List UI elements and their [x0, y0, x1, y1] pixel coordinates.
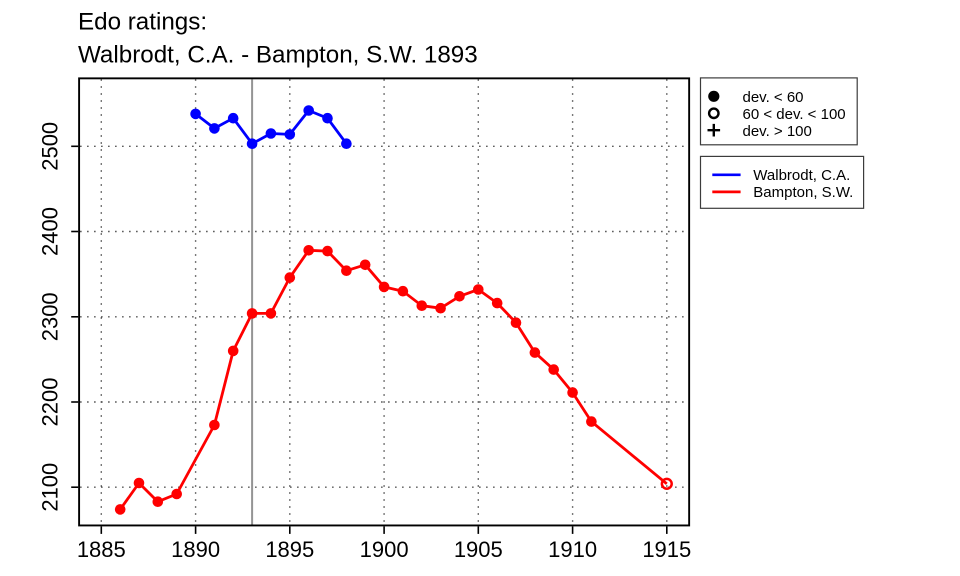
svg-text:1910: 1910	[548, 537, 597, 562]
svg-text:dev. > 100: dev. > 100	[743, 123, 812, 140]
svg-text:2300: 2300	[38, 292, 63, 341]
svg-text:1900: 1900	[360, 537, 409, 562]
svg-text:1885: 1885	[77, 537, 126, 562]
svg-text:60 < dev. < 100: 60 < dev. < 100	[743, 106, 846, 123]
svg-text:Walbrodt, C.A. - Bampton, S.W.: Walbrodt, C.A. - Bampton, S.W. 1893	[78, 41, 478, 68]
svg-text:1915: 1915	[642, 537, 691, 562]
svg-text:2100: 2100	[38, 463, 63, 512]
svg-text:dev. < 60: dev. < 60	[743, 89, 804, 106]
svg-text:2500: 2500	[38, 122, 63, 171]
svg-text:1895: 1895	[265, 537, 314, 562]
svg-text:Walbrodt, C.A.: Walbrodt, C.A.	[753, 167, 850, 184]
svg-text:Bampton, S.W.: Bampton, S.W.	[753, 184, 853, 201]
svg-text:1890: 1890	[171, 537, 220, 562]
svg-text:1905: 1905	[454, 537, 503, 562]
svg-text:2200: 2200	[38, 378, 63, 427]
svg-text:Edo ratings:: Edo ratings:	[78, 9, 207, 36]
svg-text:2400: 2400	[38, 207, 63, 256]
